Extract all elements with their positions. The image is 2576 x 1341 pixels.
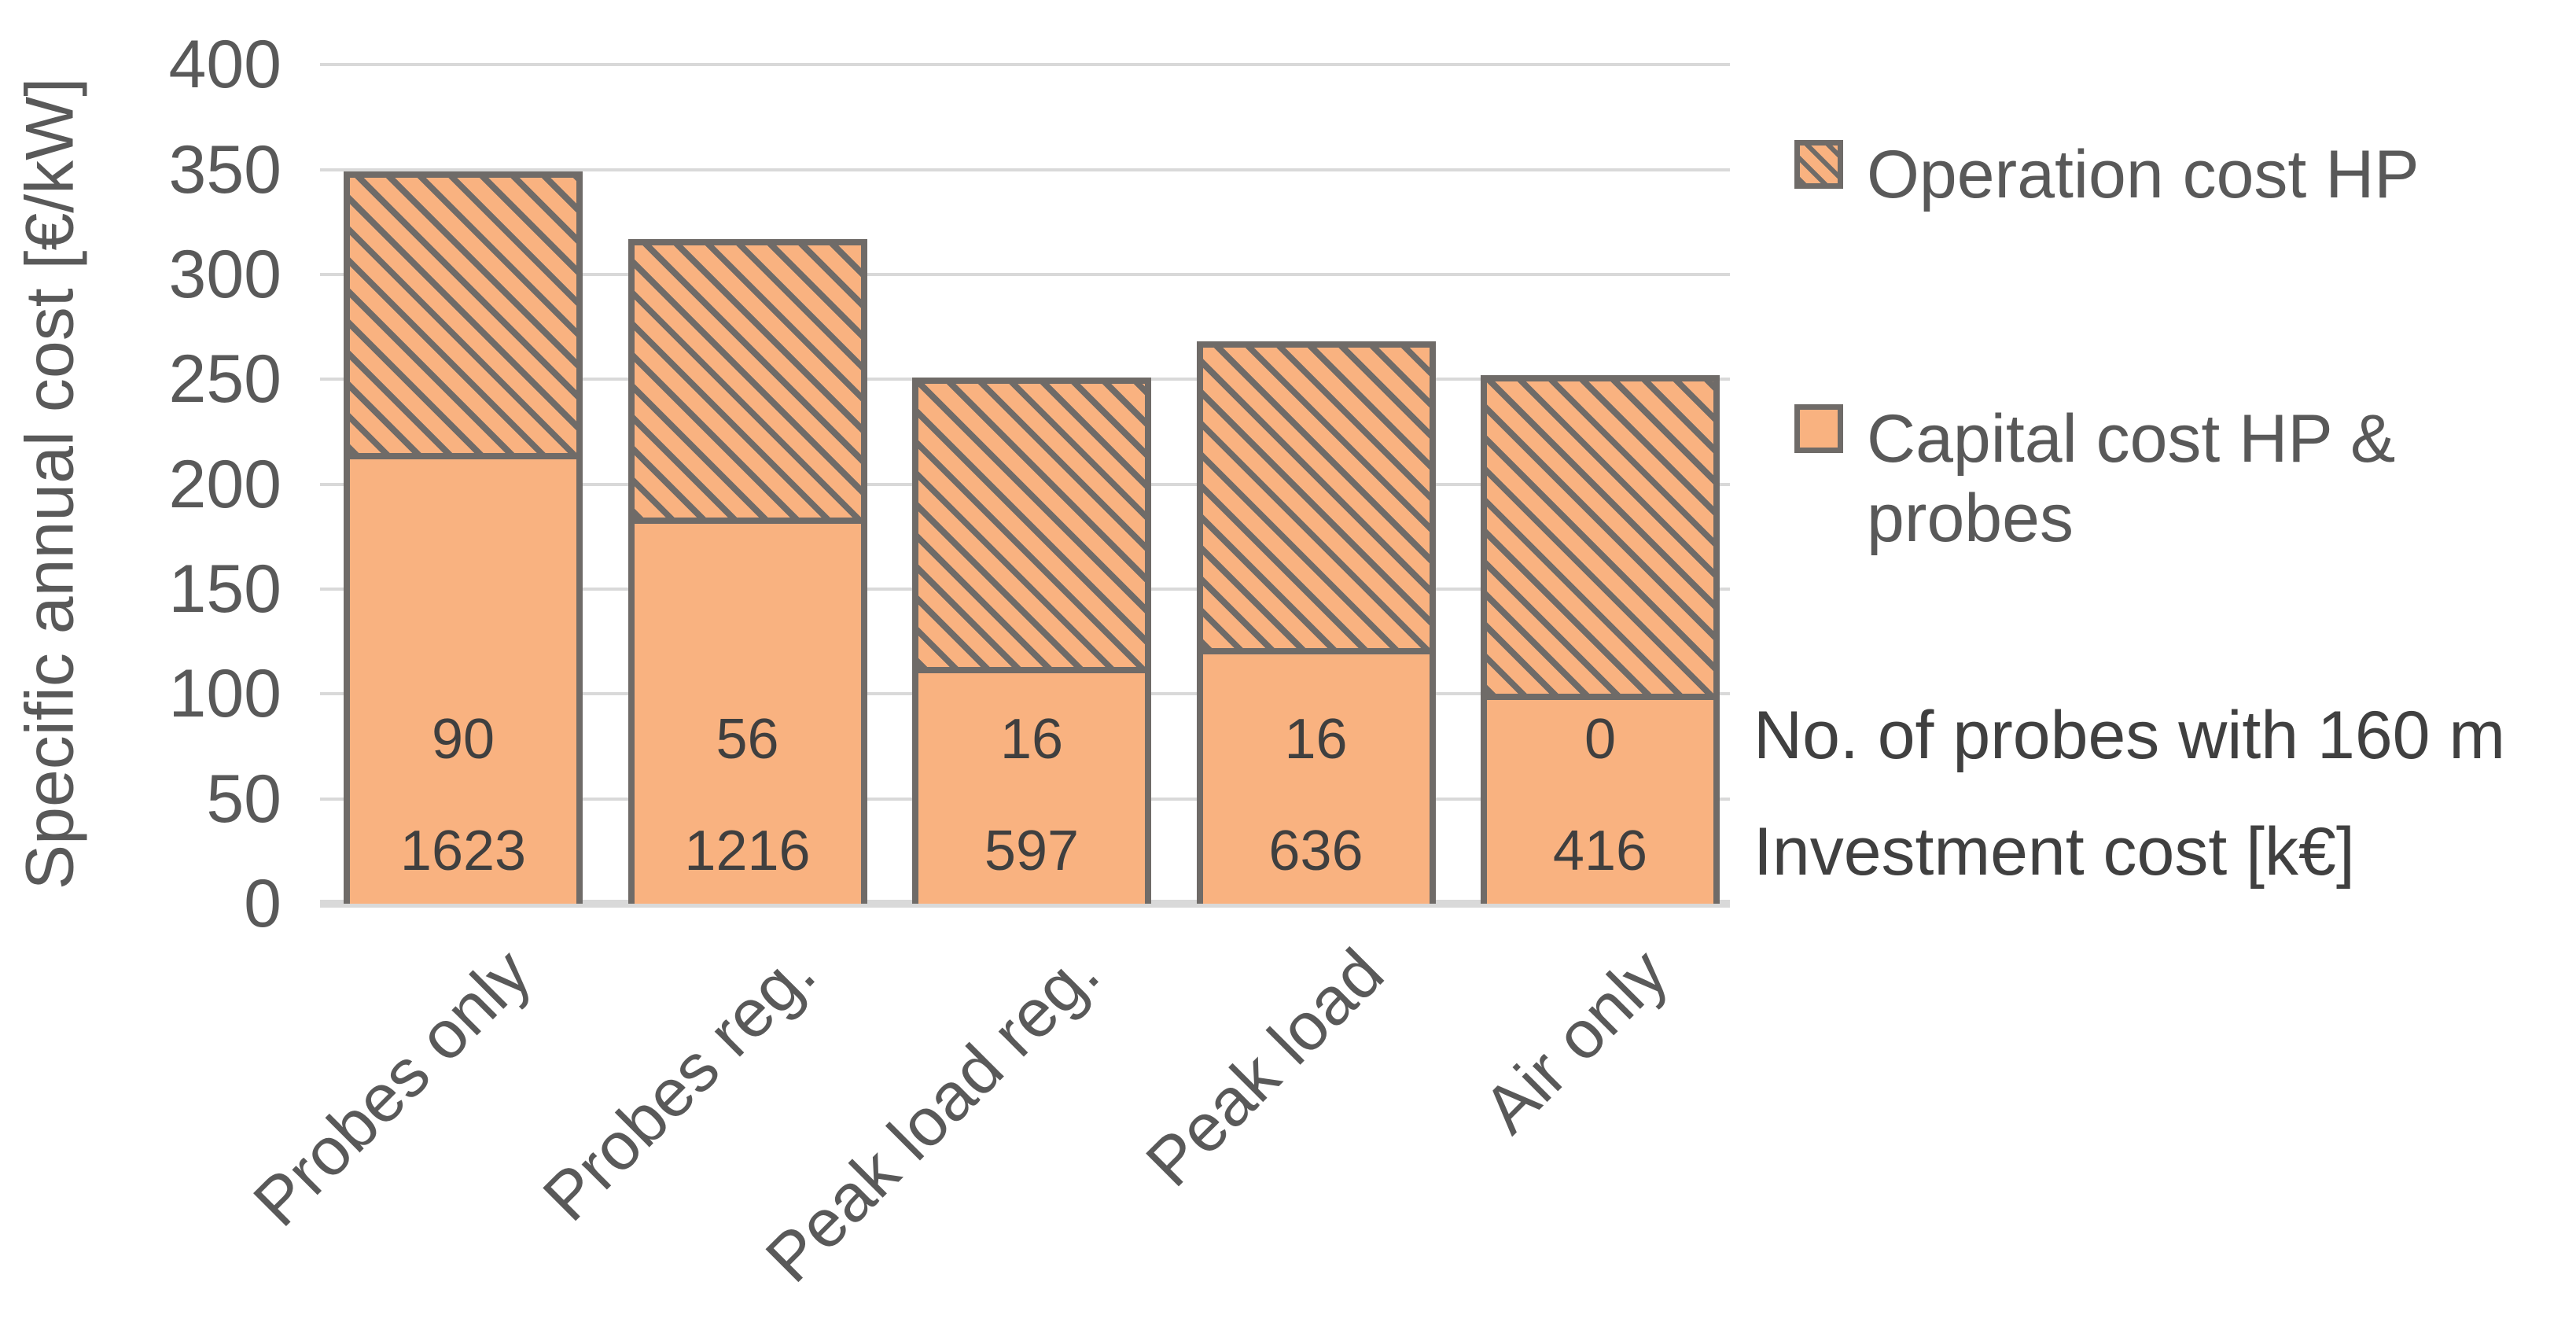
bar-investment-cost: 1623 xyxy=(399,820,527,882)
y-tick-label: 250 xyxy=(168,341,282,418)
legend-label: Operation cost HP xyxy=(1867,137,2420,212)
bar-segment-operation xyxy=(918,383,1145,673)
bar-probes-count: 90 xyxy=(431,708,495,771)
y-tick-label: 300 xyxy=(168,236,282,312)
bar-segment-operation xyxy=(634,245,861,525)
bar-investment-cost: 636 xyxy=(1268,820,1363,882)
legend-item-operation: Operation cost HP xyxy=(1794,135,2420,215)
legend-label: Capital cost HP & probes xyxy=(1867,401,2396,557)
bar-segment-operation xyxy=(1202,348,1430,654)
bar-air-only xyxy=(1481,374,1720,904)
bar-investment-cost: 597 xyxy=(984,820,1080,882)
gridline xyxy=(320,168,1730,171)
y-tick-label: 150 xyxy=(168,551,282,627)
x-category-label: Probes reg. xyxy=(528,934,830,1236)
gridline xyxy=(320,900,1730,908)
bar-probes-count: 0 xyxy=(1584,708,1617,771)
legend-item-capital: Capital cost HP & probes xyxy=(1794,400,2574,559)
y-tick-label: 50 xyxy=(206,761,282,837)
bar-probes-count: 56 xyxy=(716,708,779,771)
bar-probes-count: 16 xyxy=(999,708,1064,771)
y-tick-label: 100 xyxy=(168,656,282,732)
y-tick-label: 0 xyxy=(244,866,282,941)
solid-square-icon xyxy=(1794,404,1843,453)
y-tick-label: 400 xyxy=(168,27,282,103)
bar-investment-cost: 416 xyxy=(1552,820,1648,882)
bar-segment-operation xyxy=(350,178,576,459)
y-tick-label: 200 xyxy=(168,446,282,522)
gridline xyxy=(320,63,1730,67)
hatched-square-icon xyxy=(1794,140,1843,189)
gridline xyxy=(320,272,1730,276)
bar-investment-cost: 1216 xyxy=(684,820,811,882)
x-category-label: Peak load xyxy=(1132,934,1398,1201)
y-tick-label: 350 xyxy=(168,131,282,208)
bar-peak-load xyxy=(1196,341,1436,904)
annotation-investment: Investment cost [k€] xyxy=(1754,814,2355,890)
x-category-label: Probes only xyxy=(239,934,546,1241)
bar-probes-reg- xyxy=(627,238,867,904)
bar-probes-count: 16 xyxy=(1284,708,1348,771)
bar-segment-operation xyxy=(1487,381,1713,701)
bar-probes-only xyxy=(344,171,583,904)
y-axis-title: Specific annual cost [€/kW] xyxy=(12,77,88,890)
annotation-probes: No. of probes with 160 m xyxy=(1754,698,2506,773)
x-category-label: Air only xyxy=(1469,934,1683,1148)
bar-peak-load-reg- xyxy=(912,377,1151,904)
